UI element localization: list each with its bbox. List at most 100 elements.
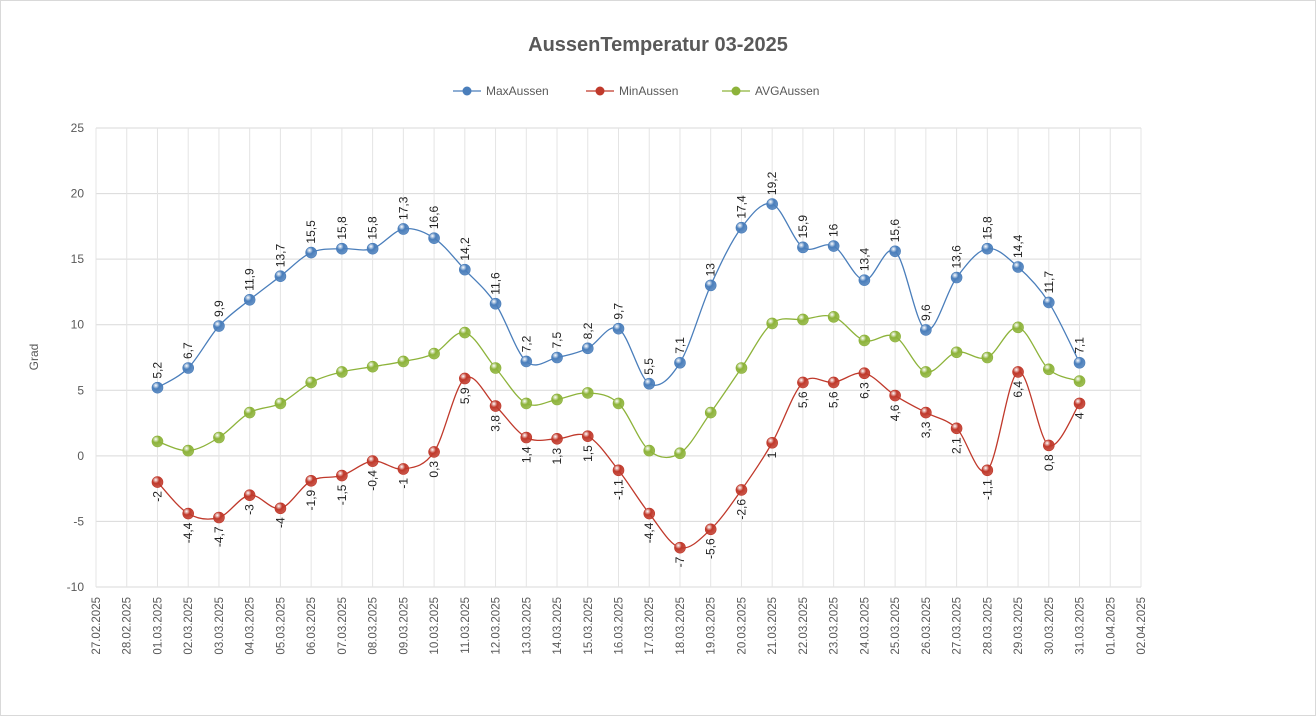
y-tick-label: 15 (71, 252, 85, 266)
x-tick-label: 06.03.2025 (306, 597, 318, 655)
data-label: 1 (765, 451, 779, 458)
x-tick-label: 27.02.2025 (91, 597, 103, 655)
x-tick-label: 01.03.2025 (152, 597, 164, 655)
data-point (612, 397, 625, 410)
data-point (950, 422, 963, 435)
data-point (889, 389, 901, 402)
data-label: 15,6 (888, 219, 902, 243)
data-point (213, 511, 225, 524)
x-tick-label: 02.04.2025 (1136, 597, 1148, 655)
data-point (274, 502, 287, 515)
data-point (428, 347, 440, 360)
x-tick-label: 02.03.2025 (183, 597, 195, 655)
data-label: 15,9 (796, 215, 810, 239)
data-point (1042, 439, 1055, 452)
data-point (643, 507, 656, 520)
x-tick-label: 25.03.2025 (890, 597, 902, 655)
data-point (735, 221, 748, 234)
data-label: -0,4 (366, 470, 380, 491)
data-label: 1,4 (519, 446, 533, 463)
data-point (674, 541, 686, 554)
data-point (858, 334, 871, 347)
data-point (1012, 366, 1024, 378)
data-point (428, 446, 440, 458)
data-point (704, 523, 717, 536)
data-point (151, 435, 164, 448)
data-point (612, 464, 625, 477)
chart-title: AussenTemperatur 03-2025 (528, 34, 788, 56)
data-point (551, 351, 563, 364)
legend-label: MinAussen (619, 84, 678, 98)
y-tick-label: 20 (71, 187, 85, 201)
data-point (213, 431, 225, 444)
data-label: 4,6 (888, 404, 902, 421)
data-point (766, 198, 778, 210)
data-point (397, 223, 410, 235)
data-label: 9,6 (919, 304, 933, 321)
data-point (243, 489, 256, 502)
data-point (827, 240, 840, 252)
data-label: -1,9 (304, 489, 318, 510)
data-point (1073, 375, 1086, 387)
data-label: -7 (673, 556, 687, 567)
data-point (858, 367, 871, 380)
data-label: -4,7 (212, 526, 226, 547)
data-label: 7,1 (673, 337, 687, 354)
data-point (151, 381, 164, 394)
x-tick-label: 07.03.2025 (337, 597, 349, 655)
data-point (1042, 296, 1055, 309)
data-label: 5,2 (150, 362, 164, 379)
data-point (797, 241, 809, 254)
data-point (827, 311, 840, 323)
x-tick-label: 15.03.2025 (583, 597, 595, 655)
x-tick-label: 21.03.2025 (767, 597, 779, 655)
x-tick-label: 30.03.2025 (1044, 597, 1056, 655)
data-label: 16 (827, 223, 841, 237)
x-tick-label: 31.03.2025 (1075, 597, 1087, 655)
data-label: -1,1 (612, 479, 626, 500)
data-point (243, 293, 256, 306)
data-label: 14,2 (458, 237, 472, 261)
x-tick-label: 14.03.2025 (552, 597, 564, 655)
legend-marker (462, 86, 472, 96)
y-tick-label: -5 (73, 514, 84, 528)
data-label: -5,6 (704, 538, 718, 559)
data-point (735, 362, 748, 374)
data-label: 4 (1073, 412, 1087, 419)
data-point (981, 464, 994, 477)
data-point (336, 366, 348, 378)
x-tick-label: 22.03.2025 (798, 597, 810, 655)
data-point (950, 346, 963, 359)
data-label: 15,8 (980, 216, 994, 240)
data-label: -1,1 (980, 479, 994, 500)
data-label: 2,1 (950, 437, 964, 454)
data-point (612, 322, 625, 335)
data-label: -1,5 (335, 484, 349, 505)
data-label: 9,9 (212, 300, 226, 317)
data-point (551, 433, 563, 445)
y-tick-label: -10 (67, 580, 85, 594)
x-tick-label: 08.03.2025 (368, 597, 380, 655)
data-point (581, 387, 594, 399)
data-point (643, 377, 656, 390)
data-point (674, 356, 686, 369)
data-label: 0,3 (427, 461, 441, 478)
series-group: 5,26,79,911,913,715,5 15,8 15,817,3 16,614,… (150, 171, 1086, 567)
y-tick-label: 10 (71, 318, 85, 332)
data-point (274, 397, 287, 410)
data-label: 15,5 (304, 220, 318, 244)
data-label: -2,6 (734, 499, 748, 520)
data-point (1073, 397, 1086, 410)
x-tick-label: 28.02.2025 (122, 597, 134, 655)
data-point (459, 372, 471, 385)
data-label: 15,8 (335, 216, 349, 240)
x-tick-label: 01.04.2025 (1105, 597, 1117, 655)
legend-label: AVGAussen (755, 84, 819, 98)
data-label: 6,7 (181, 342, 195, 359)
data-point (366, 242, 379, 255)
data-label: 17,3 (396, 196, 410, 220)
x-tick-label: 20.03.2025 (736, 597, 748, 655)
data-point (459, 263, 471, 276)
data-point (889, 330, 901, 343)
data-label: 7,5 (550, 331, 564, 348)
